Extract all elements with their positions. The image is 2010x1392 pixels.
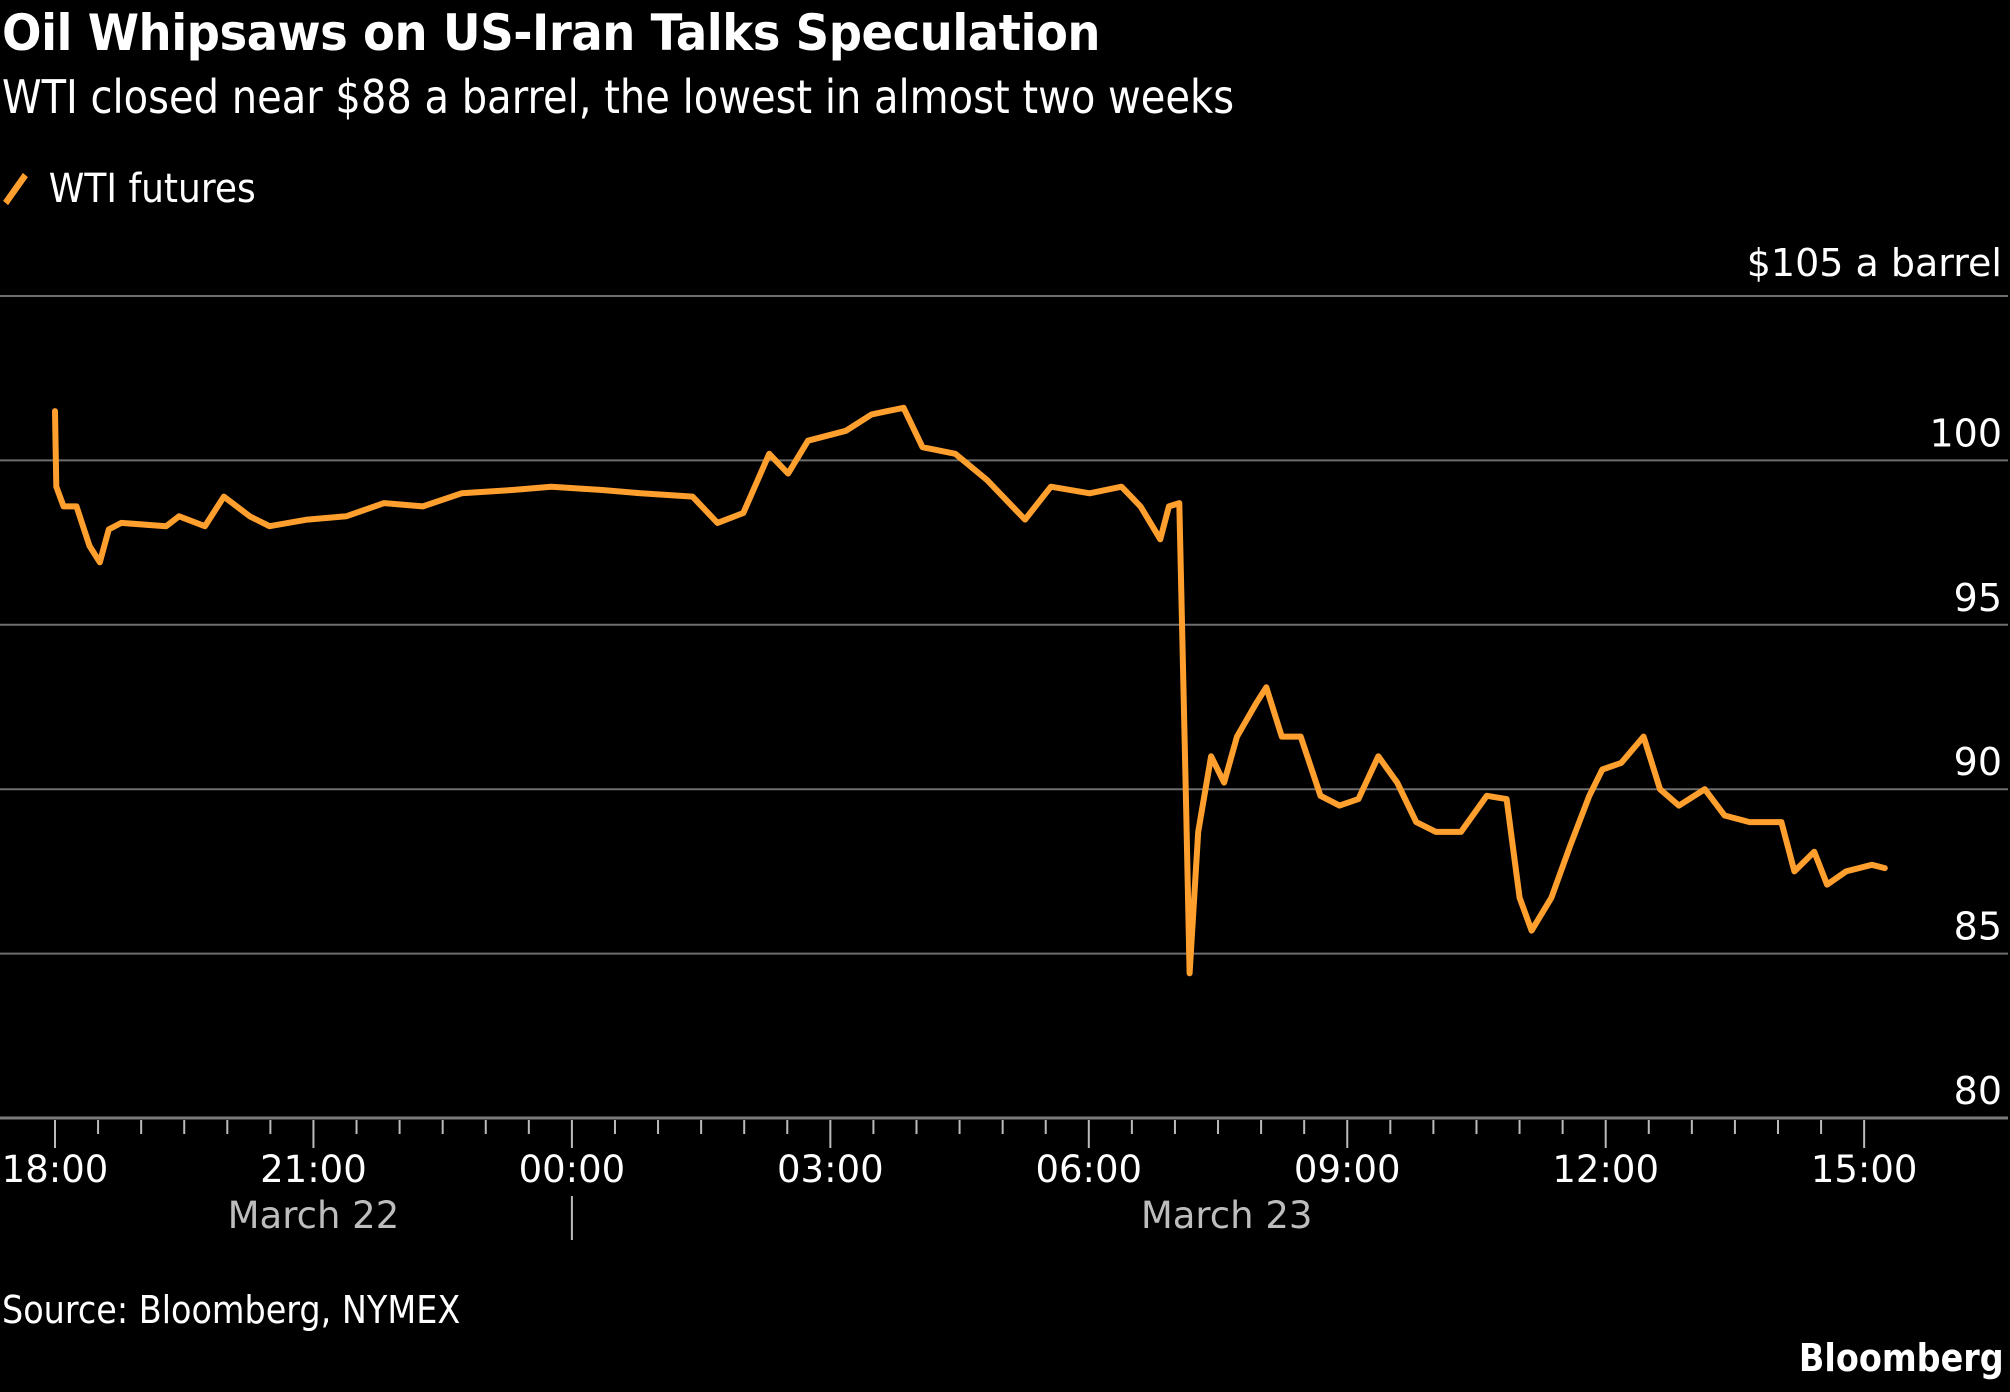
x-tick-label: 18:00 [2,1148,109,1191]
y-tick-label: 90 [1954,740,2002,784]
chart-title: Oil Whipsaws on US-Iran Talks Speculatio… [2,4,1101,62]
date-label: March 23 [1141,1194,1313,1237]
y-tick-label: 95 [1954,576,2002,620]
x-tick-label: 12:00 [1552,1148,1659,1191]
source-note: Source: Bloomberg, NYMEX [2,1288,461,1332]
y-tick-label: 85 [1954,905,2002,949]
x-tick-label: 03:00 [777,1148,884,1191]
y-tick-label: 80 [1954,1069,2002,1113]
legend-swatch-icon [3,172,28,206]
y-unit-label: $105 a barrel [1747,241,2002,285]
legend: WTI futures [2,166,256,212]
x-tick-label: 09:00 [1294,1148,1401,1191]
x-tick-label: 00:00 [519,1148,626,1191]
brand-logo: Bloomberg [1799,1336,2004,1380]
series-line-wti-futures [52,404,1888,977]
chart-subtitle: WTI closed near $88 a barrel, the lowest… [2,70,1235,124]
x-tick-label: 21:00 [260,1148,367,1191]
legend-label: WTI futures [48,166,256,212]
y-tick-label: 100 [1929,411,2002,455]
x-tick-label: 06:00 [1035,1148,1142,1191]
x-tick-label: 15:00 [1811,1148,1918,1191]
date-label: March 22 [228,1194,400,1237]
